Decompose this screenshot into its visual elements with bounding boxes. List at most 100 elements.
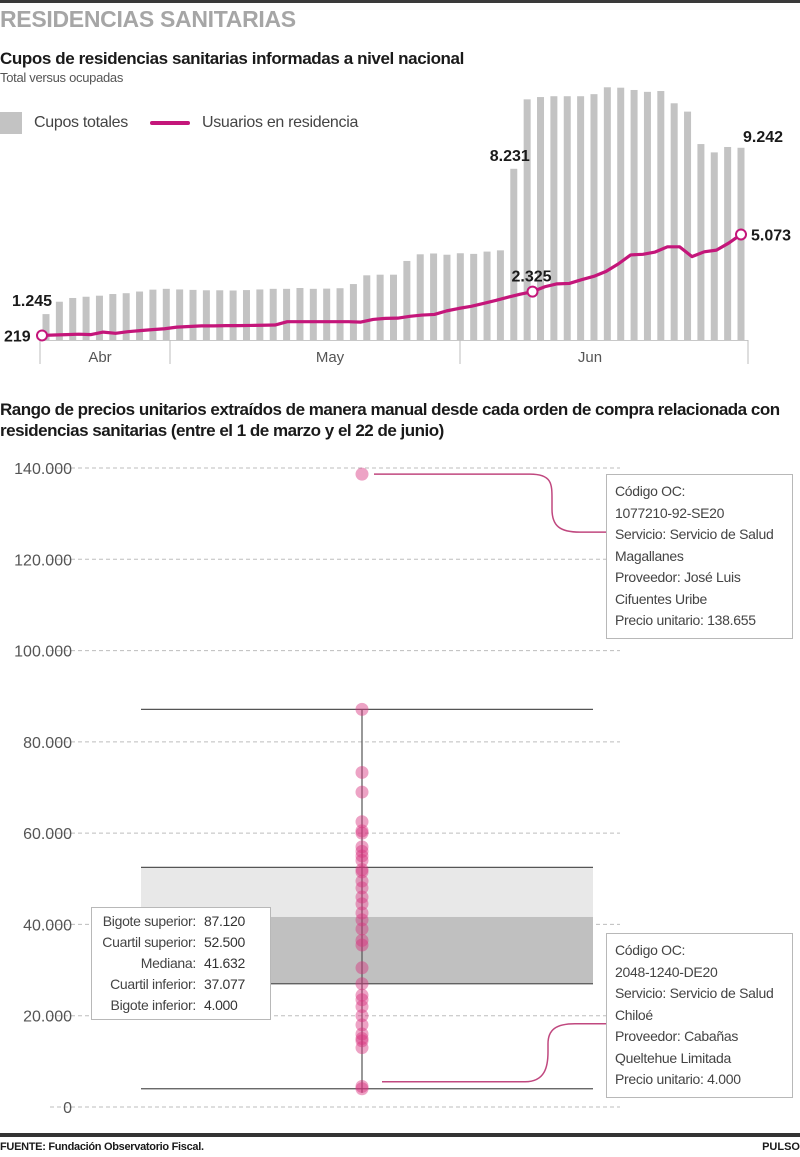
bar <box>323 288 331 340</box>
callout-line: Precio unitario: 4.000 <box>615 1071 741 1087</box>
data-point <box>355 874 369 888</box>
data-point <box>355 765 369 779</box>
data-point <box>355 881 369 895</box>
data-point <box>355 906 369 920</box>
data-point <box>355 1000 369 1014</box>
section-title: RESIDENCIAS SANITARIAS <box>0 6 296 32</box>
stat-row-quartile-lower: Cuartil inferior: 37.077 <box>110 976 246 992</box>
callout-line: Servicio: Servicio de Salud <box>615 985 774 1001</box>
y-tick-label: 100.000 <box>14 644 72 661</box>
stat-row-median: Mediana: 41.632 <box>140 955 246 971</box>
data-label: 1.245 <box>12 293 52 310</box>
bar <box>269 288 277 340</box>
callout-line: Servicio: Servicio de Salud <box>615 526 774 542</box>
data-point <box>355 1032 369 1046</box>
callout-line: Proveedor: José Luis <box>615 569 741 585</box>
bar <box>670 103 678 341</box>
y-tick-label: 60.000 <box>23 826 72 843</box>
y-tick-label: 20.000 <box>23 1009 72 1026</box>
data-label: 5.073 <box>751 227 791 244</box>
bar <box>109 294 117 340</box>
callout-line: 1077210-92-SE20 <box>615 504 725 521</box>
bar <box>737 147 745 340</box>
bar <box>496 250 504 340</box>
callout-line: Precio unitario: 138.655 <box>615 612 756 628</box>
data-point <box>355 1027 369 1041</box>
bar <box>82 296 90 340</box>
bar <box>202 290 210 340</box>
bar <box>216 290 224 340</box>
data-point <box>355 938 369 952</box>
source-note: FUENTE: Fundación Observatorio Fiscal. <box>0 1141 204 1153</box>
callout-line: 2048-1240-DE20 <box>615 963 718 980</box>
stat-row-whisker-lower: Bigote inferior: 4.000 <box>110 997 238 1013</box>
data-point <box>355 849 369 863</box>
bar <box>697 144 705 340</box>
leader-line-top <box>374 473 606 533</box>
y-tick-label: 0 <box>63 1100 72 1117</box>
brand-logo: PULSO <box>762 1141 800 1153</box>
leader-line-bottom <box>382 1022 606 1083</box>
data-point <box>355 1009 369 1023</box>
data-point <box>355 1034 369 1048</box>
data-point <box>355 863 369 877</box>
bar <box>390 274 397 340</box>
bar <box>470 253 478 340</box>
y-tick-label: 140.000 <box>14 461 72 478</box>
bar <box>122 293 130 340</box>
data-point <box>355 977 369 991</box>
data-point <box>355 1082 369 1096</box>
callout-line: Queltehue Limitada <box>615 1049 732 1066</box>
line-marker <box>526 285 539 298</box>
bar <box>42 314 50 340</box>
legend-label-line: Usuarios en residencia <box>201 114 359 131</box>
data-point <box>355 933 369 947</box>
bar <box>162 288 170 340</box>
bar <box>577 96 585 340</box>
bar <box>189 289 197 340</box>
bar <box>643 91 651 340</box>
callout-line: Cifuentes Uribe <box>615 590 707 607</box>
data-point <box>355 993 369 1007</box>
bar <box>55 301 63 340</box>
bar <box>363 275 371 340</box>
chart1-subtitle: Total versus ocupadas <box>0 70 124 85</box>
bar <box>336 288 344 340</box>
legend-swatch-line <box>149 121 190 125</box>
bar <box>456 253 464 340</box>
bar <box>403 260 411 340</box>
chart1-legend: Cupos totales Usuarios en residencia <box>0 111 358 135</box>
bar <box>603 87 611 340</box>
x-tick-label: Jun <box>578 349 602 366</box>
callout-max-price: Código OC: 1077210-92-SE20 Servicio: Servi… <box>606 474 793 639</box>
bottom-rule <box>0 1133 800 1137</box>
line-marker <box>36 329 48 342</box>
data-point <box>355 785 369 799</box>
chart1-plot: Abr May Jun 1.245 8.231 9.242 219 2.325 5.073 <box>4 87 791 366</box>
bar <box>430 253 438 340</box>
data-point <box>355 1041 369 1055</box>
stat-row-quartile-upper: Cuartil superior: 52.500 <box>102 934 246 950</box>
callout-min-price: Código OC: 2048-1240-DE20 Servicio: Servic… <box>606 933 793 1098</box>
data-point <box>355 1018 369 1032</box>
legend-swatch-bars <box>0 112 22 134</box>
bar <box>483 251 491 340</box>
data-point <box>355 854 369 868</box>
data-point <box>355 897 369 911</box>
bar <box>443 254 451 340</box>
bar <box>657 91 665 340</box>
bar <box>710 152 718 340</box>
bar <box>376 274 384 340</box>
bar <box>523 99 531 341</box>
data-point <box>355 467 369 481</box>
callout-line: Proveedor: Cabañas <box>615 1028 739 1044</box>
bar <box>136 291 144 340</box>
bar <box>416 254 424 340</box>
callout-line: Código OC: <box>615 483 686 499</box>
bar <box>590 94 598 340</box>
bar <box>309 288 317 340</box>
chart2-title: Rango de precios unitarios extraídos de … <box>0 400 780 440</box>
data-point <box>355 702 369 716</box>
data-point <box>355 824 369 838</box>
